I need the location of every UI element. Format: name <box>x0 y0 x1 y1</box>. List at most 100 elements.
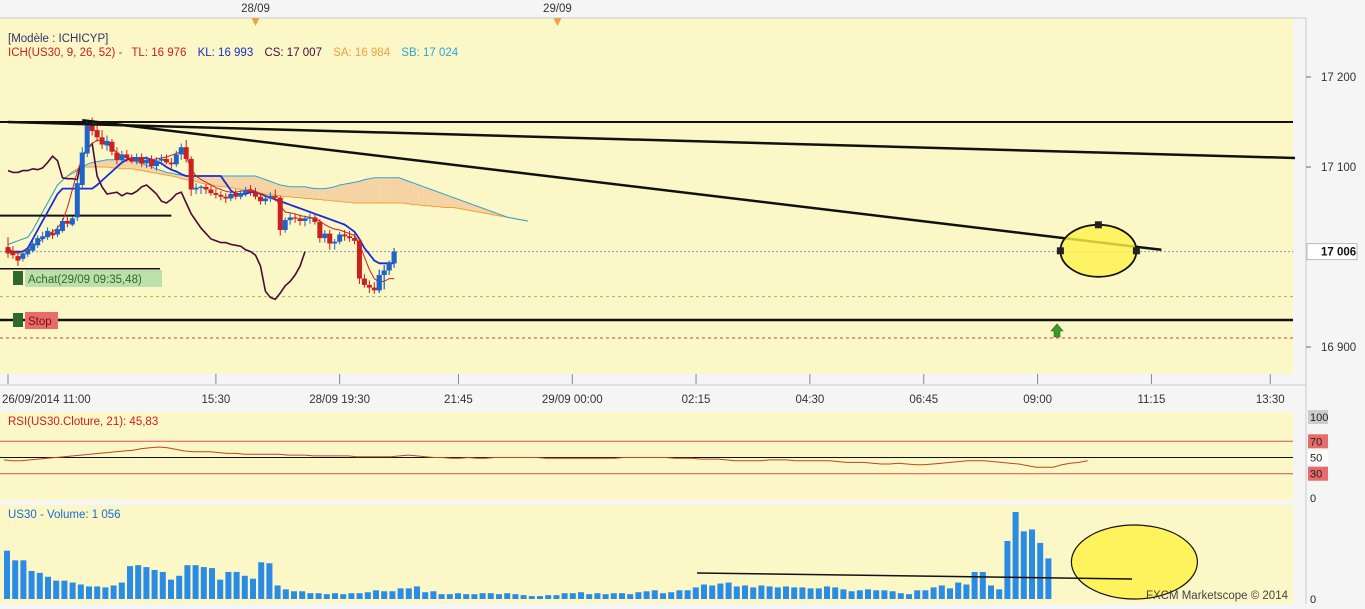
volume-highlight-ellipse <box>1070 524 1199 600</box>
buy-marker[interactable] <box>13 271 23 285</box>
time-tick-label: 06:45 <box>909 394 938 406</box>
candle-body <box>376 275 382 291</box>
trendline <box>82 118 1162 252</box>
volume-bar <box>463 594 470 599</box>
volume-bar <box>930 587 937 599</box>
volume-bar <box>168 579 174 599</box>
sa-value: SA: 16 984 <box>333 47 391 59</box>
volume-bar <box>668 592 675 599</box>
candle <box>104 135 110 151</box>
candle <box>233 189 239 200</box>
volume-axis-bg <box>1293 505 1365 604</box>
candle <box>154 157 159 171</box>
candle-body <box>94 130 100 138</box>
volume-bar <box>36 572 43 599</box>
volume-bar <box>660 593 666 599</box>
candle-body <box>84 125 90 154</box>
date-marker-icon <box>553 18 562 26</box>
candle <box>188 156 194 196</box>
volume-bar <box>906 594 912 599</box>
candle <box>371 282 377 294</box>
volume-bar <box>20 560 27 599</box>
candle-body <box>10 251 16 256</box>
volume-bar <box>94 586 101 599</box>
volume-bar <box>12 560 19 599</box>
volume-bar <box>151 570 158 599</box>
candle <box>243 186 249 197</box>
candle <box>267 192 273 203</box>
volume-bar <box>766 586 773 599</box>
candle <box>74 179 80 221</box>
candle <box>228 191 234 202</box>
candle-body <box>69 218 75 225</box>
volume-bar <box>479 593 486 599</box>
stop-marker[interactable] <box>13 313 23 327</box>
cloud-segment <box>404 179 409 204</box>
cloud-segment <box>314 188 320 200</box>
candle <box>35 235 41 248</box>
ellipse-handle[interactable] <box>1132 247 1140 255</box>
volume-bar <box>282 589 289 599</box>
candle-body <box>267 195 273 199</box>
stop-label: Stop <box>28 316 52 328</box>
candle-body <box>356 240 362 279</box>
volume-bar <box>209 568 215 599</box>
cloud-segment <box>394 177 400 203</box>
candle-body <box>173 154 179 165</box>
candle-body <box>15 256 21 261</box>
volume-bar <box>159 571 166 599</box>
cloud-segment <box>111 159 117 168</box>
volume-bar <box>192 565 199 599</box>
volume-bar <box>701 584 707 599</box>
candle <box>322 230 328 243</box>
cloud-segment <box>260 177 266 194</box>
volume-bar <box>709 585 716 599</box>
cloud-segment <box>438 192 444 208</box>
ichimoku-cloud <box>7 159 528 245</box>
candle-body <box>139 157 145 164</box>
candle <box>292 213 298 223</box>
cloud-segment <box>235 176 241 190</box>
volume-bar <box>348 593 355 599</box>
candle <box>287 212 293 225</box>
top-date-label: 28/09 <box>241 3 270 15</box>
ellipse-handle[interactable] <box>1094 221 1102 229</box>
volume-bar <box>110 585 117 599</box>
candle-body <box>104 140 110 146</box>
volume-bar <box>651 590 658 599</box>
volume-bar <box>971 571 978 599</box>
cloud-segment <box>423 186 429 206</box>
ellipse-handle[interactable] <box>1056 247 1064 255</box>
candle-body <box>119 154 125 160</box>
candle <box>15 253 21 266</box>
candle-body <box>5 247 11 254</box>
volume-bar <box>389 591 396 599</box>
tl-value: TL: 16 976 <box>131 47 186 59</box>
rsi-tick-label: 0 <box>1310 493 1316 505</box>
current-price-box <box>1306 243 1358 261</box>
cloud-segment <box>215 176 221 187</box>
candle <box>198 185 204 194</box>
candle <box>114 147 120 165</box>
volume-bar <box>4 550 10 599</box>
volume-bar <box>241 575 248 599</box>
candle <box>356 238 362 284</box>
cloud-segment <box>290 186 296 198</box>
candle <box>84 120 90 158</box>
cloud-segment <box>230 176 236 189</box>
candle-body <box>327 233 333 244</box>
candle-body <box>386 263 392 271</box>
trendline <box>7 120 1296 160</box>
candle <box>45 227 51 240</box>
candlesticks <box>5 117 397 294</box>
candle-body <box>89 124 95 131</box>
cloud-segment <box>245 176 251 193</box>
volume-bar <box>200 567 207 599</box>
candle <box>213 188 219 199</box>
ichimoku-lines <box>7 139 395 301</box>
cloud-segment <box>324 187 330 201</box>
volume-bar <box>569 593 576 599</box>
candle-body <box>277 197 283 230</box>
cloud-segment <box>309 187 315 200</box>
candle <box>223 193 229 203</box>
